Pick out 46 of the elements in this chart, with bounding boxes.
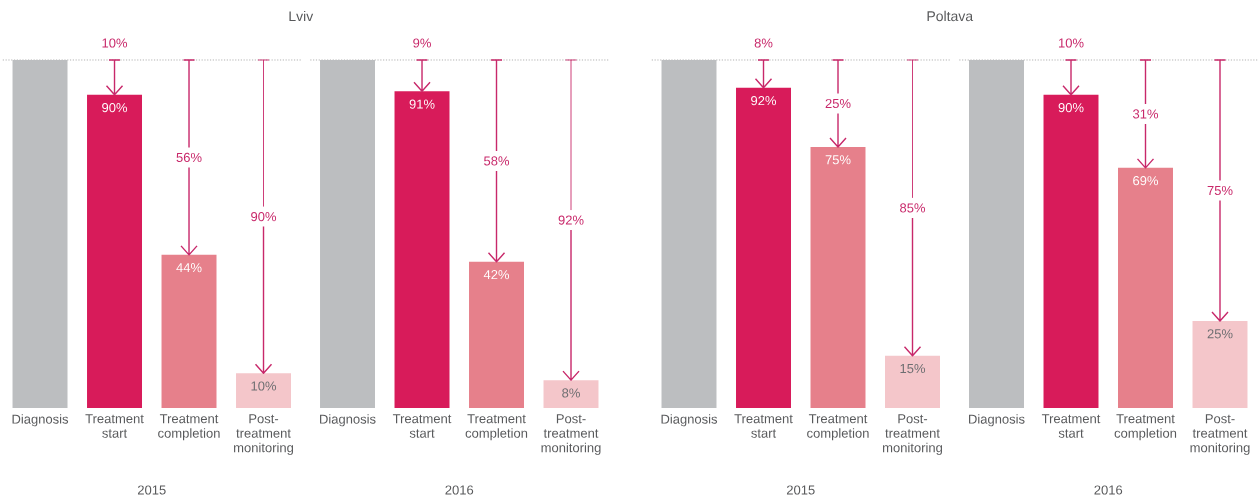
annotation: 92%: [558, 215, 584, 225]
x-tick-label: Treatment completion: [807, 414, 869, 441]
annotation: 75%: [1207, 185, 1233, 196]
data-label: 15%: [900, 363, 926, 374]
chart-title: Poltava: [927, 10, 974, 22]
data-label: 25%: [1207, 329, 1233, 339]
x-tick-label: Treatment start: [85, 414, 144, 438]
annotation: 10%: [102, 38, 128, 48]
data-label: 91%: [409, 99, 435, 109]
x-axis-title: 2016: [445, 485, 474, 495]
x-tick-label: Treatment start: [734, 414, 793, 438]
annotation: 31%: [1132, 109, 1159, 119]
x-tick-label: Post-treatment monitoring: [1190, 414, 1250, 455]
data-label: 10%: [251, 381, 277, 391]
x-tick-label: Post-treatment monitoring: [541, 414, 601, 455]
x-tick-label: Diagnosis: [969, 414, 1025, 427]
x-tick-label: Treatment start: [1041, 414, 1101, 438]
chart-title: Lviv: [289, 10, 314, 22]
x-tick-label: Post-treatment monitoring: [883, 414, 943, 455]
data-label: 42%: [483, 270, 510, 280]
x-axis-title: 2015: [786, 485, 815, 495]
x-axis-title: 2015: [137, 485, 166, 495]
annotation: 9%: [413, 38, 431, 48]
data-label: 92%: [751, 96, 777, 106]
annotation: 25%: [825, 98, 851, 109]
x-tick-label: Diagnosis: [320, 414, 376, 427]
data-label: 90%: [102, 102, 128, 113]
x-tick-label: Diagnosis: [661, 414, 718, 427]
x-tick-label: Treatment start: [392, 414, 452, 438]
annotation: 10%: [1058, 38, 1084, 48]
annotation: 56%: [176, 152, 202, 163]
annotation: 85%: [900, 203, 926, 213]
x-tick-label: Post-treatment monitoring: [234, 414, 294, 455]
annotation: 8%: [754, 38, 773, 48]
x-tick-label: Treatment completion: [1114, 414, 1177, 441]
data-label: 75%: [825, 155, 851, 165]
data-label: 44%: [176, 263, 202, 273]
annotation: 58%: [484, 156, 510, 166]
x-axis-title: 2016: [1094, 485, 1123, 495]
x-tick-label: Diagnosis: [12, 414, 69, 427]
data-label: 69%: [1133, 176, 1159, 186]
annotation: 90%: [251, 211, 277, 222]
x-tick-label: Treatment completion: [158, 414, 220, 441]
data-label: 90%: [1058, 102, 1084, 113]
x-tick-label: Treatment completion: [465, 414, 528, 441]
data-label: 8%: [562, 388, 580, 398]
